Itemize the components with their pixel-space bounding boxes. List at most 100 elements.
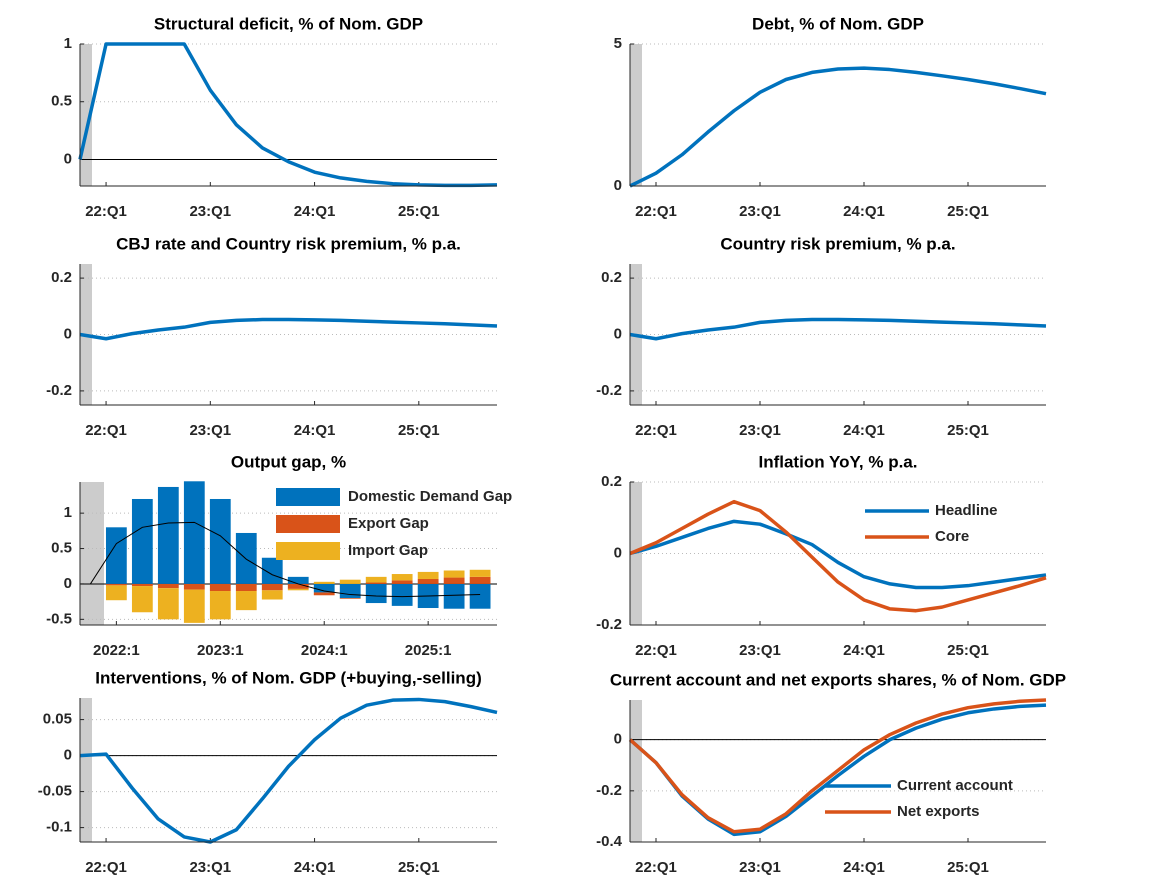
bar-segment bbox=[157, 588, 179, 620]
legend-label: Current account bbox=[897, 777, 1013, 794]
y-tick-label: 0.2 bbox=[51, 269, 72, 286]
x-tick-label: 22:Q1 bbox=[85, 422, 127, 439]
bar-segment bbox=[365, 576, 387, 583]
bar-segment bbox=[157, 486, 179, 584]
y-tick-label: 0 bbox=[614, 177, 622, 194]
x-tick-label: 22:Q1 bbox=[635, 422, 677, 439]
y-tick-label: 1 bbox=[64, 35, 72, 52]
bar-segment bbox=[313, 583, 335, 593]
bar-segment bbox=[209, 498, 231, 584]
bar-segment bbox=[131, 498, 153, 584]
bar-segment bbox=[287, 576, 309, 584]
x-tick-label: 25:Q1 bbox=[947, 422, 989, 439]
x-tick-label: 2025:1 bbox=[405, 642, 452, 659]
panel-title: Current account and net exports shares, … bbox=[610, 670, 1066, 689]
history-shade bbox=[80, 482, 104, 625]
y-tick-label: 0 bbox=[64, 575, 72, 592]
legend-label: Core bbox=[935, 528, 969, 545]
legend-label: Export Gap bbox=[348, 515, 429, 532]
x-tick-label: 24:Q1 bbox=[843, 859, 885, 875]
bar-segment bbox=[183, 589, 205, 623]
history-shade bbox=[630, 700, 642, 842]
bar-segment bbox=[183, 583, 205, 590]
bar-segment bbox=[313, 581, 335, 584]
bar-segment bbox=[235, 591, 257, 611]
y-tick-label: -0.2 bbox=[596, 782, 622, 799]
x-tick-label: 25:Q1 bbox=[947, 203, 989, 220]
bar-segment bbox=[339, 583, 361, 599]
bar-segment bbox=[339, 598, 361, 599]
x-tick-label: 23:Q1 bbox=[739, 642, 781, 659]
bar-segment bbox=[261, 590, 283, 600]
legend-swatch bbox=[276, 515, 340, 533]
bar-segment bbox=[157, 583, 179, 589]
bar-segment bbox=[105, 585, 127, 601]
bar-segment bbox=[287, 588, 309, 591]
x-tick-label: 22:Q1 bbox=[85, 859, 127, 875]
bar-segment bbox=[105, 527, 127, 584]
x-tick-label: 24:Q1 bbox=[294, 422, 336, 439]
x-tick-label: 2023:1 bbox=[197, 642, 244, 659]
y-tick-label: 5 bbox=[614, 35, 622, 52]
y-tick-label: -0.2 bbox=[596, 616, 622, 633]
line-series bbox=[629, 499, 1047, 613]
bar-segment bbox=[365, 582, 387, 584]
y-tick-label: 0.5 bbox=[51, 93, 72, 110]
y-tick-label: 0 bbox=[64, 325, 72, 342]
bar-segment bbox=[313, 592, 335, 596]
bar-segment bbox=[443, 583, 465, 609]
y-tick-label: -0.4 bbox=[596, 833, 623, 850]
line-series bbox=[628, 698, 1047, 834]
x-tick-label: 25:Q1 bbox=[398, 203, 440, 220]
x-tick-label: 24:Q1 bbox=[843, 422, 885, 439]
legend-swatch bbox=[276, 542, 340, 560]
y-tick-label: 0 bbox=[64, 747, 72, 764]
y-tick-label: 0.5 bbox=[51, 540, 72, 557]
line-series bbox=[629, 317, 1047, 341]
bar-segment bbox=[391, 580, 413, 584]
line-series bbox=[79, 697, 498, 844]
bar-segment bbox=[469, 576, 491, 584]
x-tick-label: 24:Q1 bbox=[843, 203, 885, 220]
x-tick-label: 2024:1 bbox=[301, 642, 348, 659]
panel-title: CBJ rate and Country risk premium, % p.a… bbox=[116, 234, 461, 253]
x-tick-label: 25:Q1 bbox=[398, 422, 440, 439]
line-series bbox=[79, 317, 498, 341]
bar-segment bbox=[417, 571, 439, 579]
x-tick-label: 23:Q1 bbox=[739, 203, 781, 220]
panel-title: Country risk premium, % p.a. bbox=[720, 234, 955, 253]
x-tick-label: 22:Q1 bbox=[635, 203, 677, 220]
history-shade bbox=[630, 44, 642, 186]
bar-segment bbox=[469, 569, 491, 577]
panel-title: Structural deficit, % of Nom. GDP bbox=[154, 14, 423, 33]
total-line bbox=[89, 521, 481, 598]
legend-label: Net exports bbox=[897, 803, 980, 820]
y-tick-label: 0.2 bbox=[601, 473, 622, 490]
legend-label: Import Gap bbox=[348, 542, 428, 559]
bar-segment bbox=[105, 583, 127, 586]
line-series bbox=[629, 66, 1047, 188]
bar-segment bbox=[131, 583, 153, 587]
bar-segment bbox=[469, 583, 491, 609]
x-tick-label: 23:Q1 bbox=[189, 422, 231, 439]
y-tick-label: -0.2 bbox=[596, 382, 622, 399]
x-tick-label: 22:Q1 bbox=[85, 203, 127, 220]
line-series bbox=[629, 519, 1047, 590]
bar-segment bbox=[391, 574, 413, 581]
y-tick-label: 0 bbox=[614, 325, 622, 342]
legend-swatch bbox=[276, 488, 340, 506]
y-tick-label: 1 bbox=[64, 504, 72, 521]
bar-segment bbox=[365, 583, 387, 604]
x-tick-label: 24:Q1 bbox=[294, 859, 336, 875]
bar-segment bbox=[209, 583, 231, 592]
panel-title: Interventions, % of Nom. GDP (+buying,-s… bbox=[95, 668, 481, 687]
bar-segment bbox=[261, 557, 283, 584]
x-tick-label: 24:Q1 bbox=[294, 203, 336, 220]
y-tick-label: -0.2 bbox=[46, 382, 72, 399]
x-tick-label: 22:Q1 bbox=[635, 859, 677, 875]
bar-segment bbox=[443, 570, 465, 578]
bar-segment bbox=[235, 532, 257, 584]
x-tick-label: 22:Q1 bbox=[635, 642, 677, 659]
bar-segment bbox=[417, 578, 439, 584]
x-tick-label: 23:Q1 bbox=[739, 859, 781, 875]
